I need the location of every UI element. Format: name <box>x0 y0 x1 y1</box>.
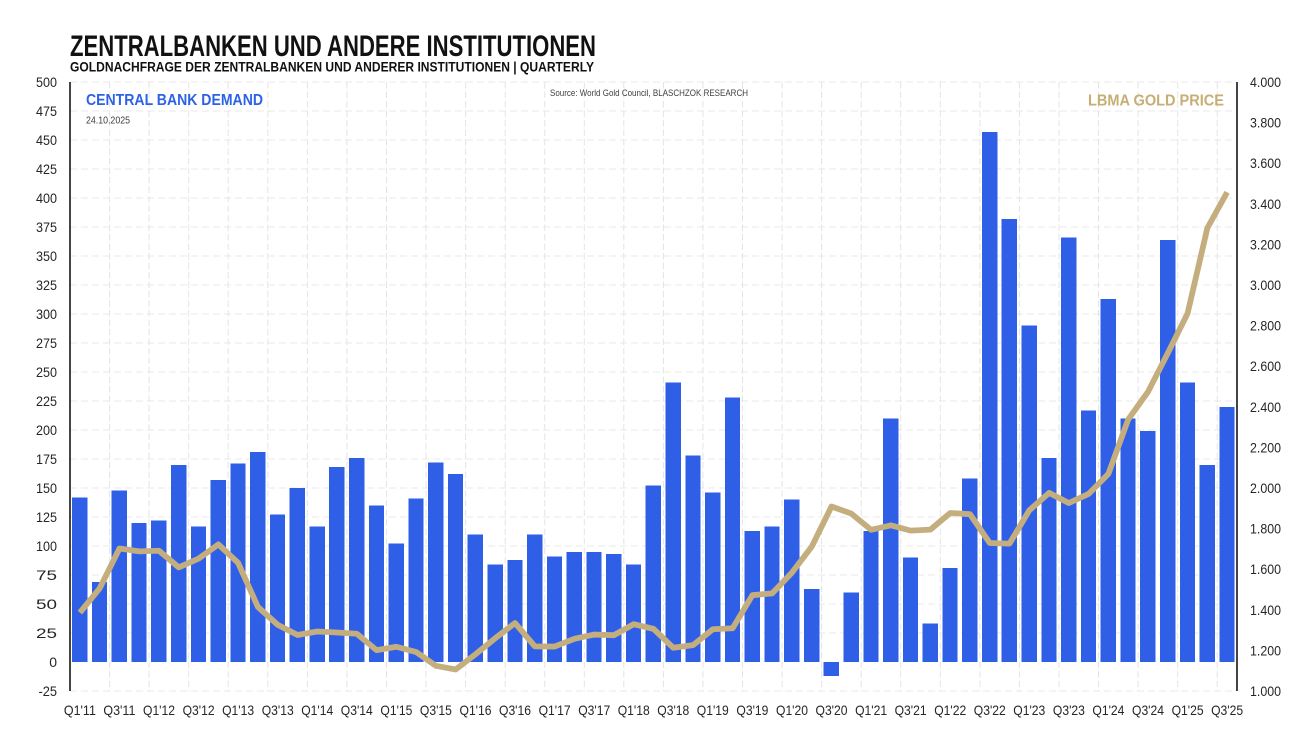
svg-text:25: 25 <box>36 625 57 641</box>
svg-text:Q1'24: Q1'24 <box>1092 702 1124 718</box>
svg-text:CENTRAL BANK DEMAND: CENTRAL BANK DEMAND <box>86 92 263 109</box>
svg-text:0: 0 <box>49 654 57 670</box>
svg-text:Q1'22: Q1'22 <box>934 702 966 718</box>
svg-text:1.400: 1.400 <box>1250 602 1281 618</box>
svg-text:1.800: 1.800 <box>1250 521 1281 537</box>
svg-text:350: 350 <box>36 248 57 264</box>
svg-text:3.000: 3.000 <box>1250 277 1281 293</box>
svg-text:Q3'19: Q3'19 <box>736 702 768 718</box>
svg-text:Source: World Gold Council,: Source: World Gold Council, BLASCHZOK RE… <box>550 88 748 98</box>
svg-text:100: 100 <box>36 538 57 554</box>
svg-text:150: 150 <box>36 480 57 496</box>
svg-text:75: 75 <box>36 567 57 583</box>
svg-text:3.600: 3.600 <box>1250 155 1281 171</box>
svg-text:375: 375 <box>36 219 57 235</box>
svg-text:Q3'23: Q3'23 <box>1053 702 1085 718</box>
svg-text:3.400: 3.400 <box>1250 196 1281 212</box>
svg-text:50: 50 <box>36 596 57 612</box>
svg-text:Q1'19: Q1'19 <box>697 702 729 718</box>
svg-text:Q1'11: Q1'11 <box>64 702 96 718</box>
svg-text:LBMA GOLD PRICE: LBMA GOLD PRICE <box>1088 93 1224 110</box>
svg-text:125: 125 <box>36 509 57 525</box>
svg-text:1.600: 1.600 <box>1250 561 1281 577</box>
svg-text:200: 200 <box>36 422 57 438</box>
svg-text:ZENTRALBANKEN UND ANDERE INSTI: ZENTRALBANKEN UND ANDERE INSTITUTIONEN <box>70 30 596 63</box>
svg-text:24.10.2025: 24.10.2025 <box>86 115 130 127</box>
svg-text:Q1'23: Q1'23 <box>1013 702 1045 718</box>
svg-text:175: 175 <box>36 451 57 467</box>
svg-text:Q3'24: Q3'24 <box>1132 702 1164 718</box>
svg-text:2.200: 2.200 <box>1250 439 1281 455</box>
svg-text:2.600: 2.600 <box>1250 358 1281 374</box>
svg-text:Q3'16: Q3'16 <box>499 702 531 718</box>
svg-text:250: 250 <box>36 364 57 380</box>
svg-text:Q3'14: Q3'14 <box>341 702 373 718</box>
svg-text:Q3'13: Q3'13 <box>262 702 294 718</box>
svg-text:1.200: 1.200 <box>1250 642 1281 658</box>
svg-text:Q1'25: Q1'25 <box>1172 702 1204 718</box>
svg-text:Q3'11: Q3'11 <box>103 702 135 718</box>
svg-text:Q3'15: Q3'15 <box>420 702 452 718</box>
svg-text:475: 475 <box>36 103 57 119</box>
svg-text:1.000: 1.000 <box>1250 683 1281 699</box>
svg-text:-25: -25 <box>39 683 58 699</box>
svg-text:Q1'20: Q1'20 <box>776 702 808 718</box>
svg-text:Q3'12: Q3'12 <box>183 702 215 718</box>
svg-text:Q3'25: Q3'25 <box>1211 702 1243 718</box>
svg-text:Q1'15: Q1'15 <box>380 702 412 718</box>
svg-text:Q3'22: Q3'22 <box>974 702 1006 718</box>
svg-text:Q3'17: Q3'17 <box>578 702 610 718</box>
svg-text:2.000: 2.000 <box>1250 480 1281 496</box>
svg-text:450: 450 <box>36 132 57 148</box>
svg-text:225: 225 <box>36 393 57 409</box>
svg-text:Q1'18: Q1'18 <box>618 702 650 718</box>
svg-text:500: 500 <box>36 74 57 90</box>
svg-text:2.400: 2.400 <box>1250 399 1281 415</box>
svg-text:325: 325 <box>36 277 57 293</box>
svg-text:425: 425 <box>36 161 57 177</box>
svg-text:Q1'16: Q1'16 <box>460 702 492 718</box>
svg-text:Q1'14: Q1'14 <box>301 702 333 718</box>
svg-text:2.800: 2.800 <box>1250 318 1281 334</box>
svg-text:3.200: 3.200 <box>1250 236 1281 252</box>
svg-text:Q3'20: Q3'20 <box>816 702 848 718</box>
svg-text:3.800: 3.800 <box>1250 115 1281 131</box>
svg-text:Q1'12: Q1'12 <box>143 702 175 718</box>
svg-text:Q3'21: Q3'21 <box>895 702 927 718</box>
svg-text:GOLDNACHFRAGE DER ZENTRALBANKE: GOLDNACHFRAGE DER ZENTRALBANKEN UND ANDE… <box>70 60 594 75</box>
svg-text:Q1'17: Q1'17 <box>539 702 571 718</box>
svg-text:Q1'21: Q1'21 <box>855 702 887 718</box>
svg-text:400: 400 <box>36 190 57 206</box>
svg-text:4.000: 4.000 <box>1250 74 1281 90</box>
svg-text:Q3'18: Q3'18 <box>657 702 689 718</box>
svg-text:Q1'13: Q1'13 <box>222 702 254 718</box>
svg-text:300: 300 <box>36 306 57 322</box>
svg-text:275: 275 <box>36 335 57 351</box>
